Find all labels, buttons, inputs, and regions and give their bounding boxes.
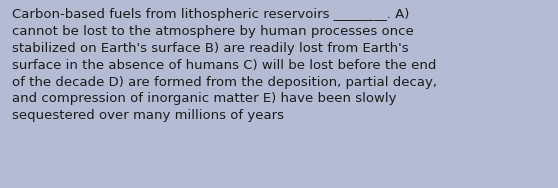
Text: Carbon-based fuels from lithospheric reservoirs ________. A)
cannot be lost to t: Carbon-based fuels from lithospheric res…: [12, 8, 437, 122]
